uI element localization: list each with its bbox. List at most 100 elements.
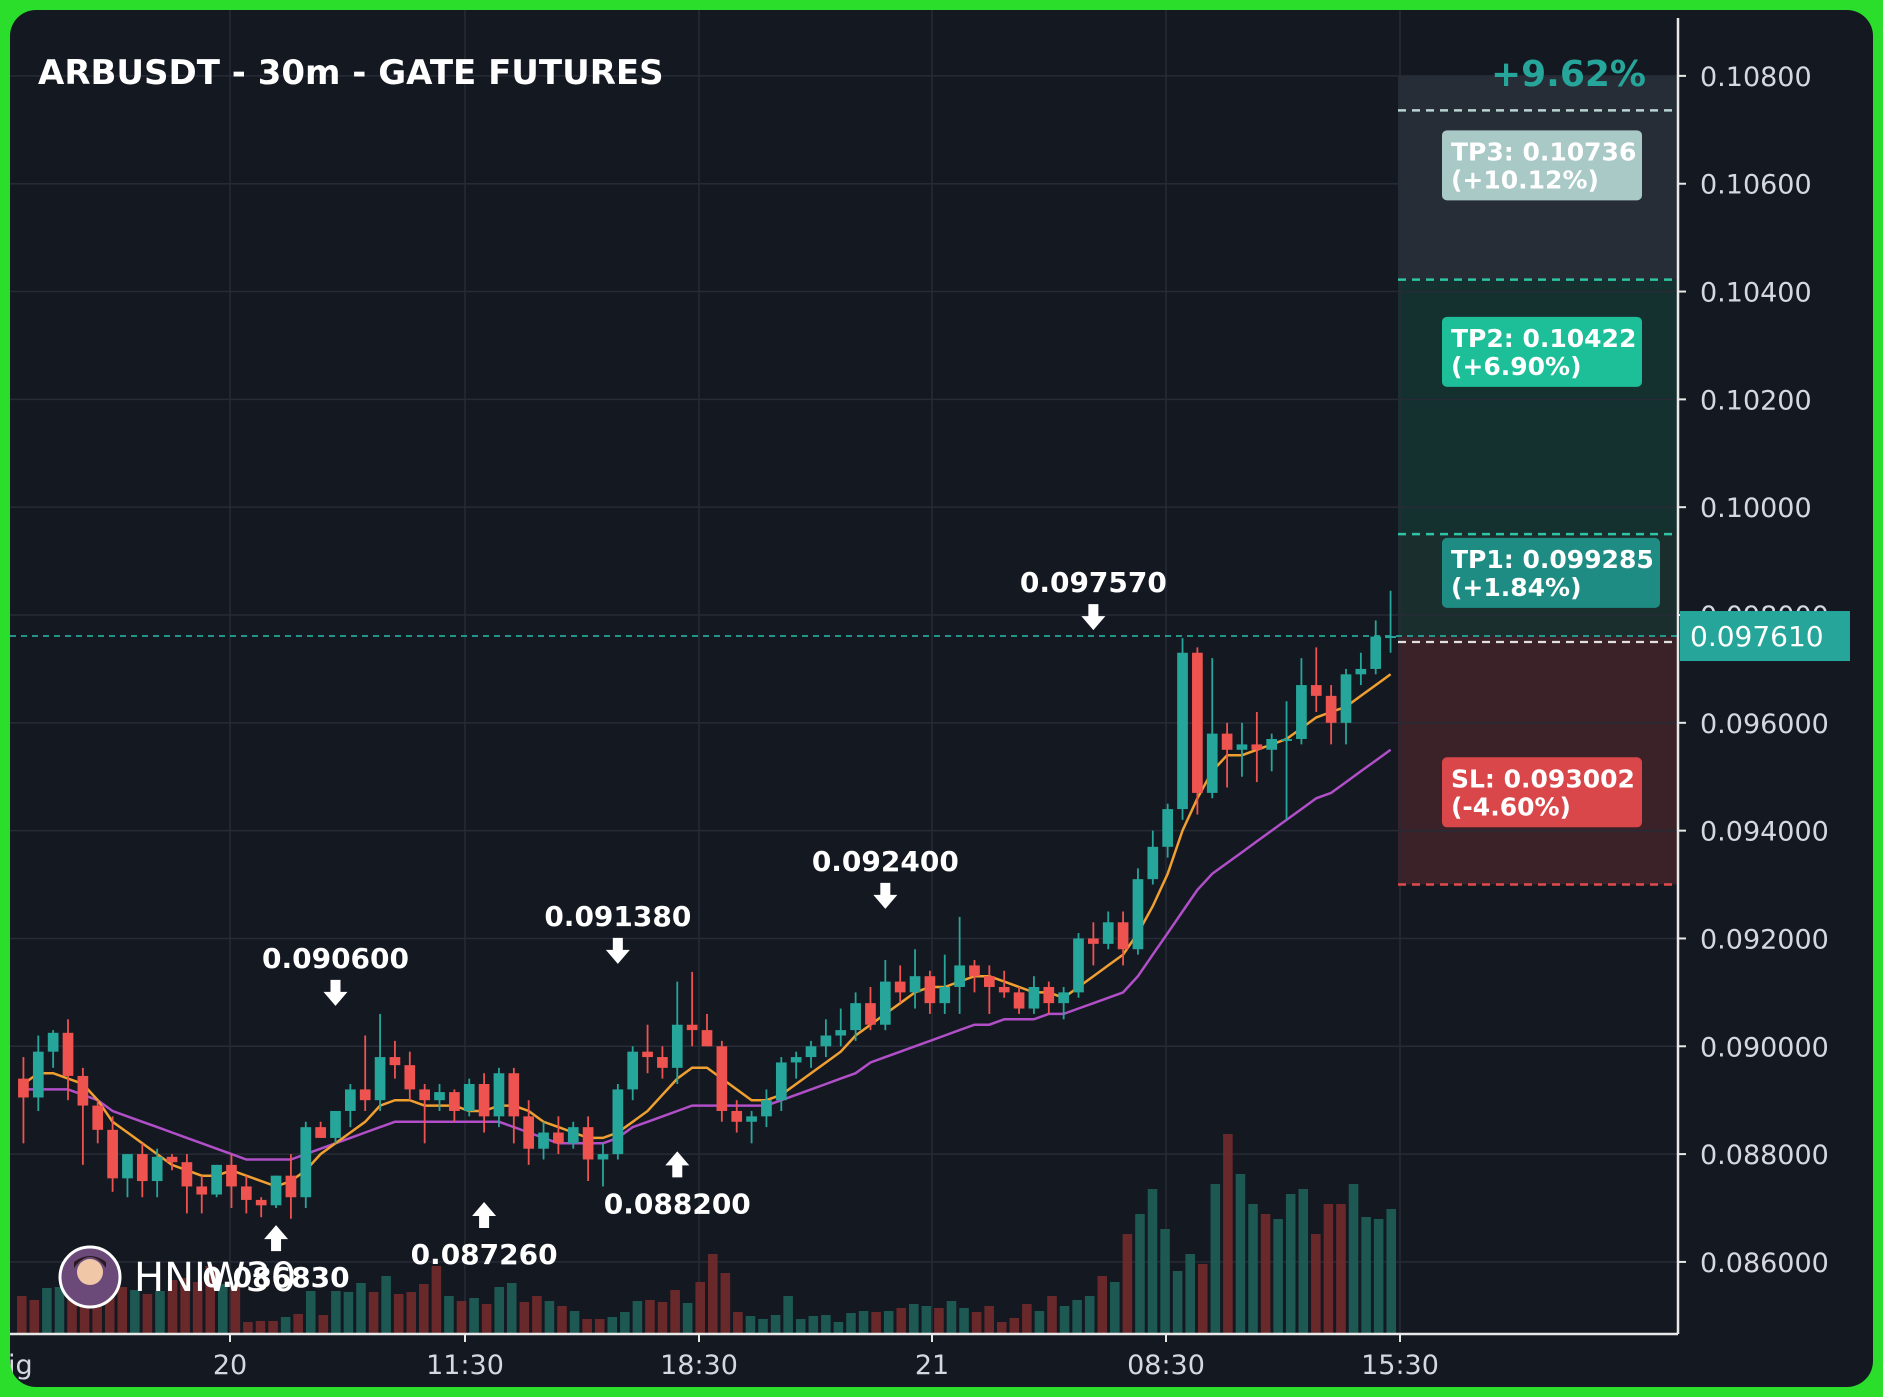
volume-bar [280, 1317, 291, 1334]
volume-bar [871, 1312, 881, 1334]
candle [582, 1116, 594, 1182]
candle-body [716, 1046, 728, 1111]
volume-bar [909, 1304, 919, 1334]
volume-bar [934, 1308, 944, 1334]
candle [1281, 701, 1292, 820]
candle [389, 1040, 401, 1079]
candle-body [775, 1062, 787, 1101]
candle-body [1028, 986, 1040, 1009]
candle-body [1132, 879, 1144, 950]
volume-bar [104, 1290, 115, 1334]
volume-bar [594, 1319, 605, 1334]
arrow-up-icon [472, 1201, 497, 1228]
volume-bar [305, 1291, 316, 1334]
target-tag-line1: TP3: 0.10736 [1451, 137, 1636, 166]
volume-bar [506, 1283, 517, 1334]
candle-body [1266, 738, 1278, 750]
arrow-up-icon [665, 1151, 690, 1178]
volume-bar [996, 1322, 1007, 1334]
volume-bar [205, 1266, 216, 1334]
grid [10, 10, 1678, 1334]
candle [627, 1046, 639, 1101]
candle [731, 1100, 743, 1133]
annotation-label: 0.087260 [411, 1238, 558, 1271]
candle [850, 992, 861, 1041]
candle [62, 1019, 74, 1101]
arrow-down-icon [873, 882, 898, 909]
candle [1296, 658, 1307, 745]
y-tick-label: 0.088000 [1700, 1140, 1829, 1171]
candle-body [330, 1110, 341, 1138]
candle-body [701, 1030, 713, 1047]
candle [983, 965, 995, 1014]
candle-body [1296, 685, 1307, 739]
target-tag-line2: (-4.60%) [1451, 792, 1571, 821]
volume-bar [645, 1300, 655, 1334]
volume-bar [833, 1322, 844, 1334]
y-tick-label: 0.10200 [1700, 385, 1812, 416]
candle-body [300, 1127, 312, 1198]
volume-bar [469, 1298, 479, 1334]
candle [1073, 933, 1084, 998]
candle [285, 1154, 297, 1219]
candle-body [1221, 733, 1233, 750]
candle-body [567, 1127, 579, 1144]
candle [761, 1089, 772, 1128]
candle-body [835, 1030, 847, 1036]
candle [1043, 981, 1055, 1014]
candle-body [1192, 652, 1203, 793]
candle [612, 1084, 624, 1160]
candle [642, 1024, 653, 1074]
volume-bar [1361, 1217, 1371, 1334]
candle-body [1251, 744, 1263, 750]
candle-body [909, 976, 921, 993]
volume-bar [1097, 1276, 1108, 1334]
annotation-label: 0.097570 [1020, 566, 1167, 599]
candle-body [865, 1003, 876, 1025]
chart-title: ARBUSDT - 30m - GATE FUTURES [38, 53, 664, 93]
volume-bar [218, 1284, 228, 1334]
candle-body [998, 986, 1010, 993]
volume-bar [1172, 1271, 1183, 1334]
candle [166, 1154, 178, 1171]
candle [1251, 712, 1263, 783]
candle-body [612, 1089, 624, 1155]
volume-bar [431, 1266, 442, 1334]
ma-fast-line [22, 673, 1392, 1188]
volume-bar [846, 1313, 856, 1334]
volume-bar [230, 1286, 241, 1334]
volume-bar [720, 1273, 731, 1334]
volume-bar [180, 1278, 190, 1334]
author-badge: HNIW30 [58, 1245, 296, 1309]
volume-bar [758, 1319, 768, 1334]
candle-body [627, 1051, 639, 1090]
candle [1236, 722, 1248, 777]
candle [508, 1067, 520, 1144]
candle [1340, 668, 1352, 745]
author-name: HNIW30 [134, 1255, 296, 1301]
volume-bar [494, 1287, 504, 1334]
candle-body [894, 981, 906, 993]
candle-body [553, 1132, 564, 1144]
target-tag-line2: (+1.84%) [1451, 573, 1582, 602]
candle-body [181, 1162, 193, 1187]
volume-bar [1348, 1184, 1359, 1334]
volume-bar [1059, 1306, 1070, 1334]
candle-body [761, 1100, 772, 1117]
volume-bar [695, 1282, 705, 1334]
candle-body [196, 1186, 208, 1195]
volume-bar [1197, 1264, 1208, 1334]
volume-bars [17, 1134, 1396, 1334]
price-annotation: 0.087260 [411, 1201, 558, 1271]
candle-body [1043, 986, 1055, 1004]
volume-bar [255, 1321, 266, 1334]
candle [136, 1143, 148, 1198]
candle [270, 1175, 282, 1209]
candle [151, 1148, 163, 1198]
target-tag: SL: 0.093002(-4.60%) [1442, 757, 1642, 828]
volume-bar [971, 1312, 982, 1334]
candle [538, 1121, 549, 1160]
candle-body [671, 1024, 683, 1068]
volume-bar [946, 1301, 957, 1334]
candle [879, 960, 891, 1031]
